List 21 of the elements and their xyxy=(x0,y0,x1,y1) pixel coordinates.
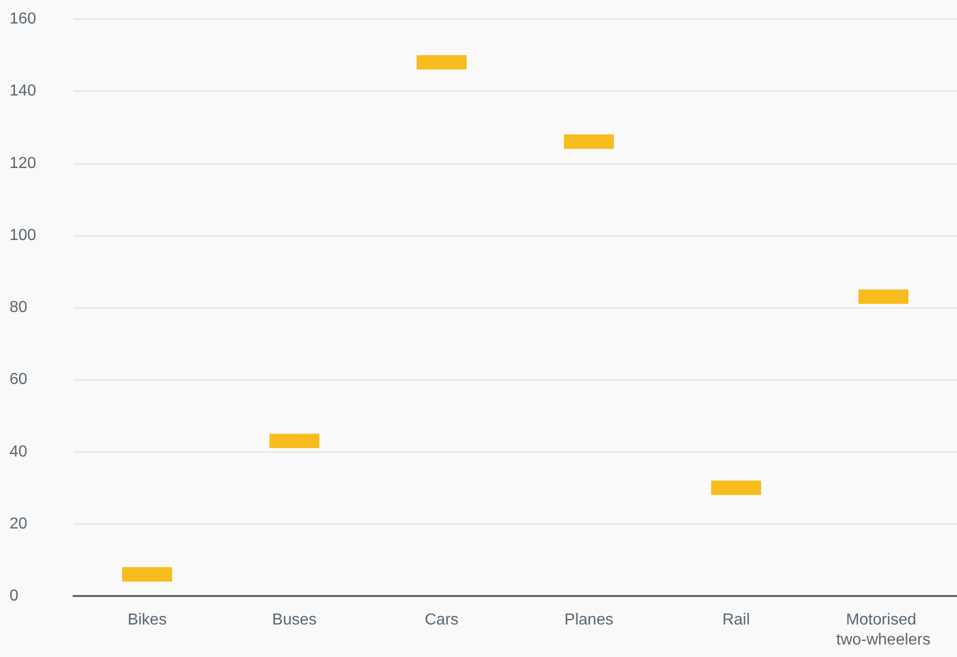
x-tick-label: Planes xyxy=(564,612,614,628)
bar xyxy=(269,434,320,448)
bar xyxy=(858,289,908,304)
x-tick-label: Rail xyxy=(722,612,750,628)
bar xyxy=(416,55,467,70)
bar xyxy=(564,134,614,149)
y-tick-label: 60 xyxy=(10,371,28,388)
bar xyxy=(711,480,762,496)
x-tick-label: Bikes xyxy=(128,612,167,628)
y-tick-label: 40 xyxy=(10,443,28,460)
y-tick-label: 80 xyxy=(10,299,28,316)
bar xyxy=(122,567,172,582)
y-tick-label: 120 xyxy=(10,154,36,172)
x-tick-label: Buses xyxy=(272,612,317,628)
y-tick-label: 160 xyxy=(10,10,36,28)
y-tick-label: 0 xyxy=(10,588,18,604)
y-tick-label: 100 xyxy=(10,226,36,244)
x-tick-label: Motorised two-wheelers xyxy=(836,612,931,648)
y-tick-label: 20 xyxy=(10,515,28,532)
y-tick-label: 140 xyxy=(10,82,36,100)
x-tick-label: Cars xyxy=(424,612,459,628)
